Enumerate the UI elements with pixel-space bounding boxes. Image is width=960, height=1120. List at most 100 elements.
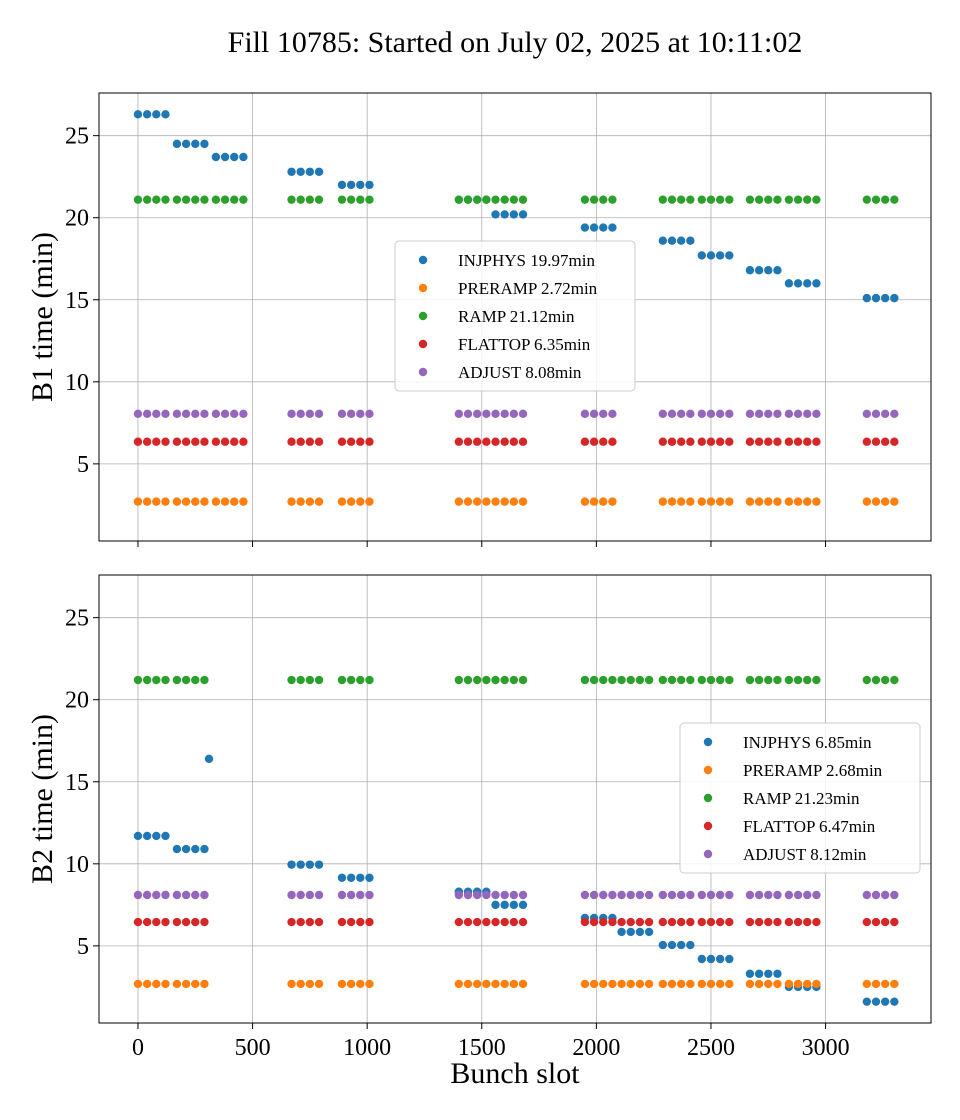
data-point [161,497,170,506]
data-point [862,497,872,506]
data-point [803,917,812,927]
data-point [812,437,821,446]
data-point [346,180,356,190]
data-point [491,890,500,900]
data-point [296,979,305,989]
data-point [706,195,716,204]
data-point [220,195,230,204]
data-point [239,497,248,506]
data-point [142,437,152,446]
data-point [599,409,608,419]
x-tick-label: 1000 [343,1035,391,1061]
data-point [346,873,356,882]
data-point [725,497,734,506]
data-point [454,195,464,204]
data-point [793,195,803,204]
data-point [676,236,686,245]
data-point [472,497,482,506]
data-point [803,979,812,989]
data-point [667,979,677,989]
data-point [152,917,161,927]
data-point [365,675,374,685]
data-point [862,195,872,204]
data-point [667,236,677,245]
data-point [580,409,590,419]
data-point [676,497,686,506]
data-point [784,890,794,900]
data-point [871,890,881,900]
data-point [365,195,374,204]
data-point [803,279,812,288]
data-point [191,917,200,927]
data-point [725,917,734,927]
data-point [658,917,668,927]
y-tick-label: 20 [65,206,89,232]
data-point [599,917,608,927]
data-point [626,890,635,900]
legend-marker [418,311,428,321]
data-point [287,675,296,685]
data-point [314,860,324,869]
data-point [697,437,706,446]
data-point [337,979,347,989]
data-point [287,167,296,176]
data-point [793,917,803,927]
data-point [871,497,881,506]
data-point [346,979,356,989]
data-point [472,437,482,446]
data-point [482,195,491,204]
data-point [191,409,200,419]
data-point [296,167,305,176]
data-point [745,890,755,900]
data-point [880,979,890,989]
data-point [509,917,519,927]
data-point [608,675,617,685]
data-point [181,497,191,506]
data-point [172,437,182,446]
data-point [161,979,170,989]
data-point [725,979,734,989]
data-point [589,437,599,446]
data-point [617,979,626,989]
data-point [589,917,599,927]
data-point [862,979,872,989]
data-point [191,195,200,204]
data-point [608,979,617,989]
data-point [181,409,191,419]
data-point [211,152,221,162]
legend-entry: PRERAMP 2.72min [458,279,598,298]
data-point [686,497,695,506]
legend-entry: FLATTOP 6.47min [743,817,876,836]
data-point [793,675,803,685]
data-point [491,210,500,219]
data-point [454,675,464,685]
data-point [658,236,668,245]
data-point [287,979,296,989]
data-point [500,409,509,419]
data-point [803,437,812,446]
data-point [599,497,608,506]
data-point [305,497,315,506]
data-point [509,195,519,204]
data-point [589,675,599,685]
data-point [314,409,324,419]
data-point [491,409,500,419]
data-point [491,917,500,927]
data-point [181,844,191,854]
data-point [676,917,686,927]
data-point [812,279,821,288]
data-point [346,437,356,446]
data-point [454,979,464,989]
data-point [871,917,881,927]
data-point [880,409,890,419]
data-point [589,409,599,419]
data-point [658,940,668,950]
data-point [200,890,209,900]
data-point [314,437,324,446]
data-point [287,195,296,204]
data-point [518,195,528,204]
legend-marker [703,821,713,831]
data-point [296,195,305,204]
data-point [142,195,152,204]
data-point [793,279,803,288]
